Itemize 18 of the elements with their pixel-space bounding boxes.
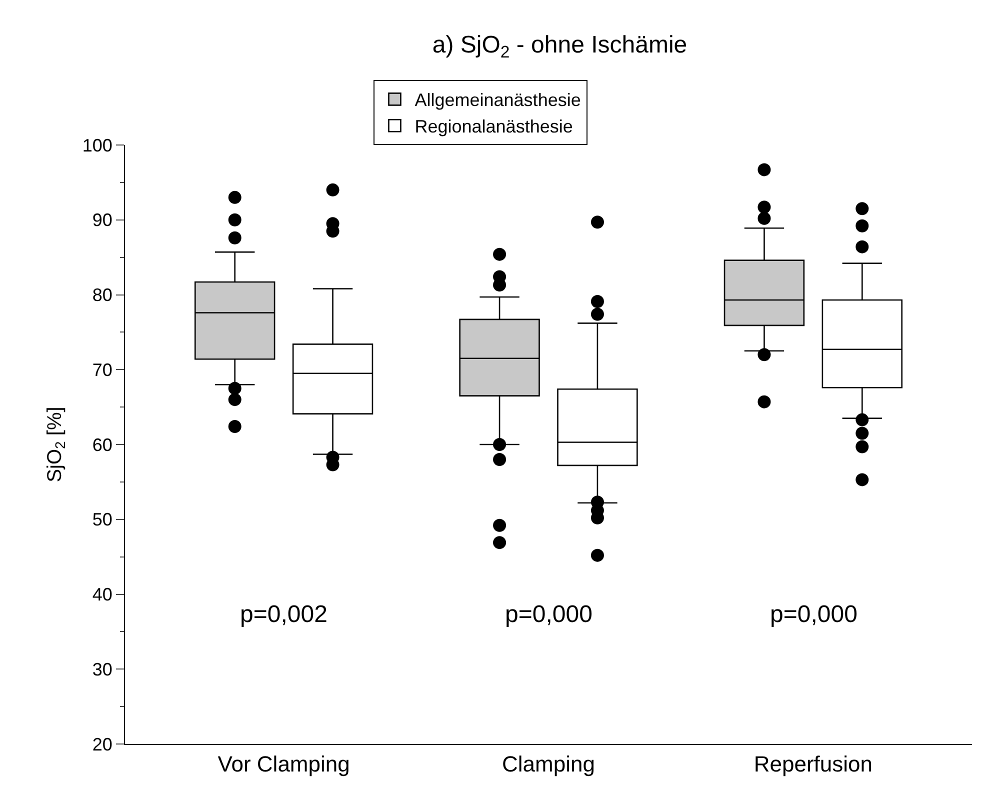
chart-title: a) SjO$_{2}$ - ohne Ischämie <box>432 31 688 62</box>
legend-label: Regionalanästhesie <box>414 116 573 137</box>
y-tick-label: 50 <box>92 510 112 530</box>
annotation: p=0,000 <box>505 601 592 628</box>
y-tick-label: 90 <box>92 210 112 230</box>
y-tick-label: 40 <box>92 584 112 605</box>
x-tick-label: Clamping <box>502 751 595 776</box>
y-tick-label: 100 <box>82 135 112 156</box>
y-tick-label: 60 <box>92 434 112 455</box>
annotation: p=0,000 <box>770 601 858 628</box>
y-tick-label: 20 <box>92 734 112 754</box>
y-tick-label: 70 <box>92 360 112 380</box>
legend-label: Allgemeinanästhesie <box>414 90 581 110</box>
x-tick-label: Vor Clamping <box>218 751 350 776</box>
y-tick-label: 30 <box>92 659 112 680</box>
x-tick-label: Reperfusion <box>754 751 873 776</box>
y-tick-label: 80 <box>92 285 112 306</box>
annotation: p=0,002 <box>240 601 328 628</box>
